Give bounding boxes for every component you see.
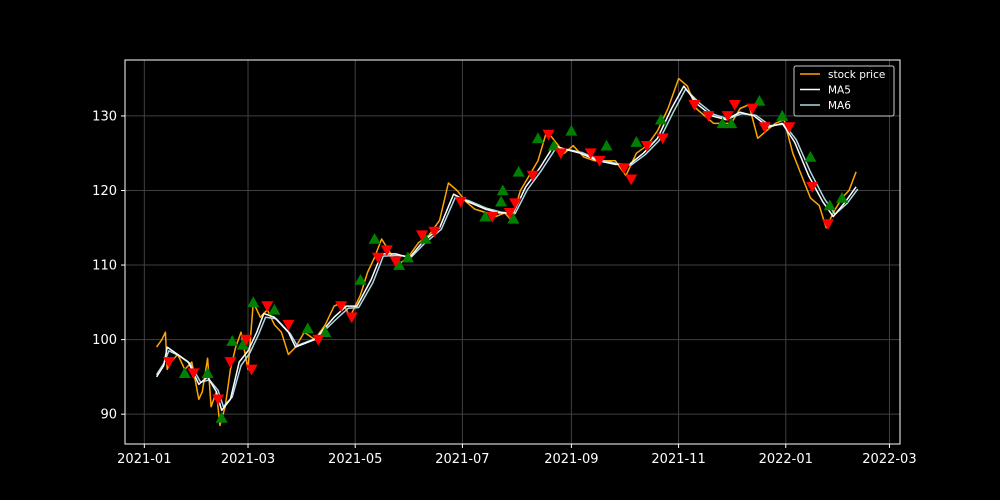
- buy-signal-marker: [301, 322, 314, 334]
- x-tick-label: 2022-01: [759, 452, 813, 467]
- x-tick-label: 2021-07: [435, 452, 489, 467]
- sell-signal-marker: [240, 334, 253, 346]
- x-tick-label: 2022-03: [862, 452, 916, 467]
- buy-signal-marker: [565, 124, 578, 136]
- sell-signal-marker: [335, 301, 348, 313]
- x-tick-label: 2021-01: [117, 452, 171, 467]
- y-tick-label: 90: [100, 408, 117, 423]
- sell-signal-marker: [728, 99, 741, 111]
- buy-signal-marker: [547, 139, 560, 151]
- sell-signal-marker: [806, 181, 819, 193]
- buy-signal-marker: [630, 136, 643, 147]
- legend-label-stock-price: stock price: [828, 69, 885, 81]
- sell-signal-marker: [162, 357, 175, 368]
- sell-signal-marker: [245, 364, 258, 376]
- x-tick-label: 2021-09: [544, 452, 598, 467]
- y-tick-label: 130: [92, 109, 117, 124]
- buy-signal-marker: [319, 326, 332, 337]
- buy-signal-marker: [654, 113, 667, 125]
- ma5-line: [155, 85, 857, 412]
- sell-signal-marker: [454, 196, 467, 208]
- sell-signal-marker: [721, 111, 734, 122]
- x-tick-label: 2021-03: [221, 452, 275, 467]
- legend-label-ma5: MA5: [828, 85, 851, 97]
- buy-signal-marker: [419, 232, 432, 244]
- sell-signal-marker: [415, 230, 428, 242]
- buy-signal-marker: [512, 165, 525, 177]
- buy-signal-marker: [401, 251, 414, 263]
- buy-signal-marker: [479, 210, 492, 222]
- sell-signal-marker: [554, 148, 567, 160]
- buy-signal-marker: [201, 367, 214, 378]
- x-tick-label: 2021-11: [651, 452, 705, 467]
- buy-signal-marker: [600, 139, 613, 151]
- sell-signal-marker: [428, 226, 441, 238]
- signal-markers: [162, 95, 849, 423]
- sell-signal-marker: [821, 219, 834, 231]
- sell-signal-marker: [746, 103, 759, 115]
- buy-signal-marker: [393, 259, 406, 270]
- ma6-line: [155, 88, 859, 408]
- legend: stock price MA5 MA6: [793, 65, 895, 117]
- legend-label-ma6: MA6: [828, 100, 851, 112]
- y-tick-label: 110: [92, 259, 117, 274]
- series-lines: [155, 77, 859, 427]
- buy-signal-marker: [236, 338, 249, 350]
- legend-box: [793, 65, 895, 117]
- sell-signal-marker: [688, 99, 701, 111]
- buy-signal-marker: [776, 109, 789, 121]
- sell-signal-marker: [389, 256, 402, 268]
- axis-ticks: 2021-01 2021-03 2021-05 2021-07 2021-09 2021-…: [92, 109, 916, 467]
- sell-signal-marker: [542, 129, 555, 141]
- buy-signal-marker: [753, 95, 766, 106]
- grid-lines: [125, 60, 900, 444]
- buy-signal-marker: [496, 184, 509, 196]
- buy-signal-marker: [716, 117, 729, 129]
- buy-signal-marker: [531, 132, 544, 144]
- sell-signal-marker: [526, 170, 539, 182]
- buy-signal-marker: [268, 303, 281, 315]
- sell-signal-marker: [380, 245, 393, 257]
- sell-signal-marker: [783, 122, 796, 134]
- buy-signal-marker: [215, 411, 228, 423]
- buy-signal-marker: [507, 212, 520, 224]
- sell-signal-marker: [625, 174, 638, 186]
- sell-signal-marker: [187, 368, 200, 380]
- sell-signal-marker: [702, 111, 715, 122]
- sell-signal-marker: [282, 319, 295, 331]
- buy-signal-marker: [836, 191, 849, 203]
- sell-signal-marker: [312, 334, 325, 346]
- sell-signal-marker: [584, 148, 597, 160]
- buy-signal-marker: [368, 232, 381, 244]
- y-tick-label: 120: [92, 184, 117, 199]
- sell-signal-marker: [345, 312, 358, 324]
- sell-signal-marker: [640, 140, 653, 152]
- sell-signal-marker: [509, 198, 522, 210]
- buy-signal-marker: [725, 117, 738, 129]
- buy-signal-marker: [354, 273, 367, 285]
- sell-signal-marker: [656, 133, 669, 145]
- sell-signal-marker: [593, 155, 606, 167]
- x-tick-label: 2021-05: [328, 452, 382, 467]
- buy-signal-marker: [226, 335, 239, 346]
- sell-signal-marker: [758, 122, 771, 134]
- buy-signal-marker: [247, 296, 260, 308]
- buy-signal-marker: [804, 150, 817, 162]
- buy-signal-marker: [823, 199, 836, 211]
- sell-signal-marker: [224, 357, 237, 368]
- sell-signal-marker: [212, 394, 225, 406]
- plot-frame: [124, 59, 901, 445]
- sell-signal-marker: [618, 163, 631, 175]
- sell-signal-marker: [261, 301, 274, 313]
- sell-signal-marker: [503, 208, 516, 219]
- sell-signal-marker: [486, 211, 499, 223]
- buy-signal-marker: [178, 367, 191, 378]
- y-tick-label: 100: [92, 333, 117, 348]
- buy-signal-marker: [495, 195, 508, 207]
- sell-signal-marker: [372, 252, 385, 264]
